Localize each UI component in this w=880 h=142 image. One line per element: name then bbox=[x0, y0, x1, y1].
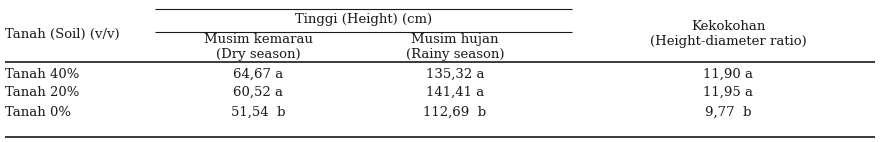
Text: 64,67 a: 64,67 a bbox=[233, 67, 283, 81]
Text: 9,77  b: 9,77 b bbox=[705, 106, 752, 119]
Text: 51,54  b: 51,54 b bbox=[231, 106, 285, 119]
Text: 141,41 a: 141,41 a bbox=[426, 85, 484, 99]
Text: 11,90 a: 11,90 a bbox=[703, 67, 753, 81]
Text: 11,95 a: 11,95 a bbox=[703, 85, 753, 99]
Text: Tinggi (Height) (cm): Tinggi (Height) (cm) bbox=[295, 12, 432, 26]
Text: Kekokohan
(Height-diameter ratio): Kekokohan (Height-diameter ratio) bbox=[649, 20, 806, 48]
Text: Tanah (Soil) (v/v): Tanah (Soil) (v/v) bbox=[5, 28, 120, 40]
Text: Tanah 20%: Tanah 20% bbox=[5, 85, 79, 99]
Text: Tanah 0%: Tanah 0% bbox=[5, 106, 71, 119]
Text: Musim hujan
(Rainy season): Musim hujan (Rainy season) bbox=[406, 33, 504, 61]
Text: Musim kemarau
(Dry season): Musim kemarau (Dry season) bbox=[203, 33, 312, 61]
Text: 135,32 a: 135,32 a bbox=[426, 67, 484, 81]
Text: 60,52 a: 60,52 a bbox=[233, 85, 283, 99]
Text: Tanah 40%: Tanah 40% bbox=[5, 67, 79, 81]
Text: 112,69  b: 112,69 b bbox=[423, 106, 487, 119]
